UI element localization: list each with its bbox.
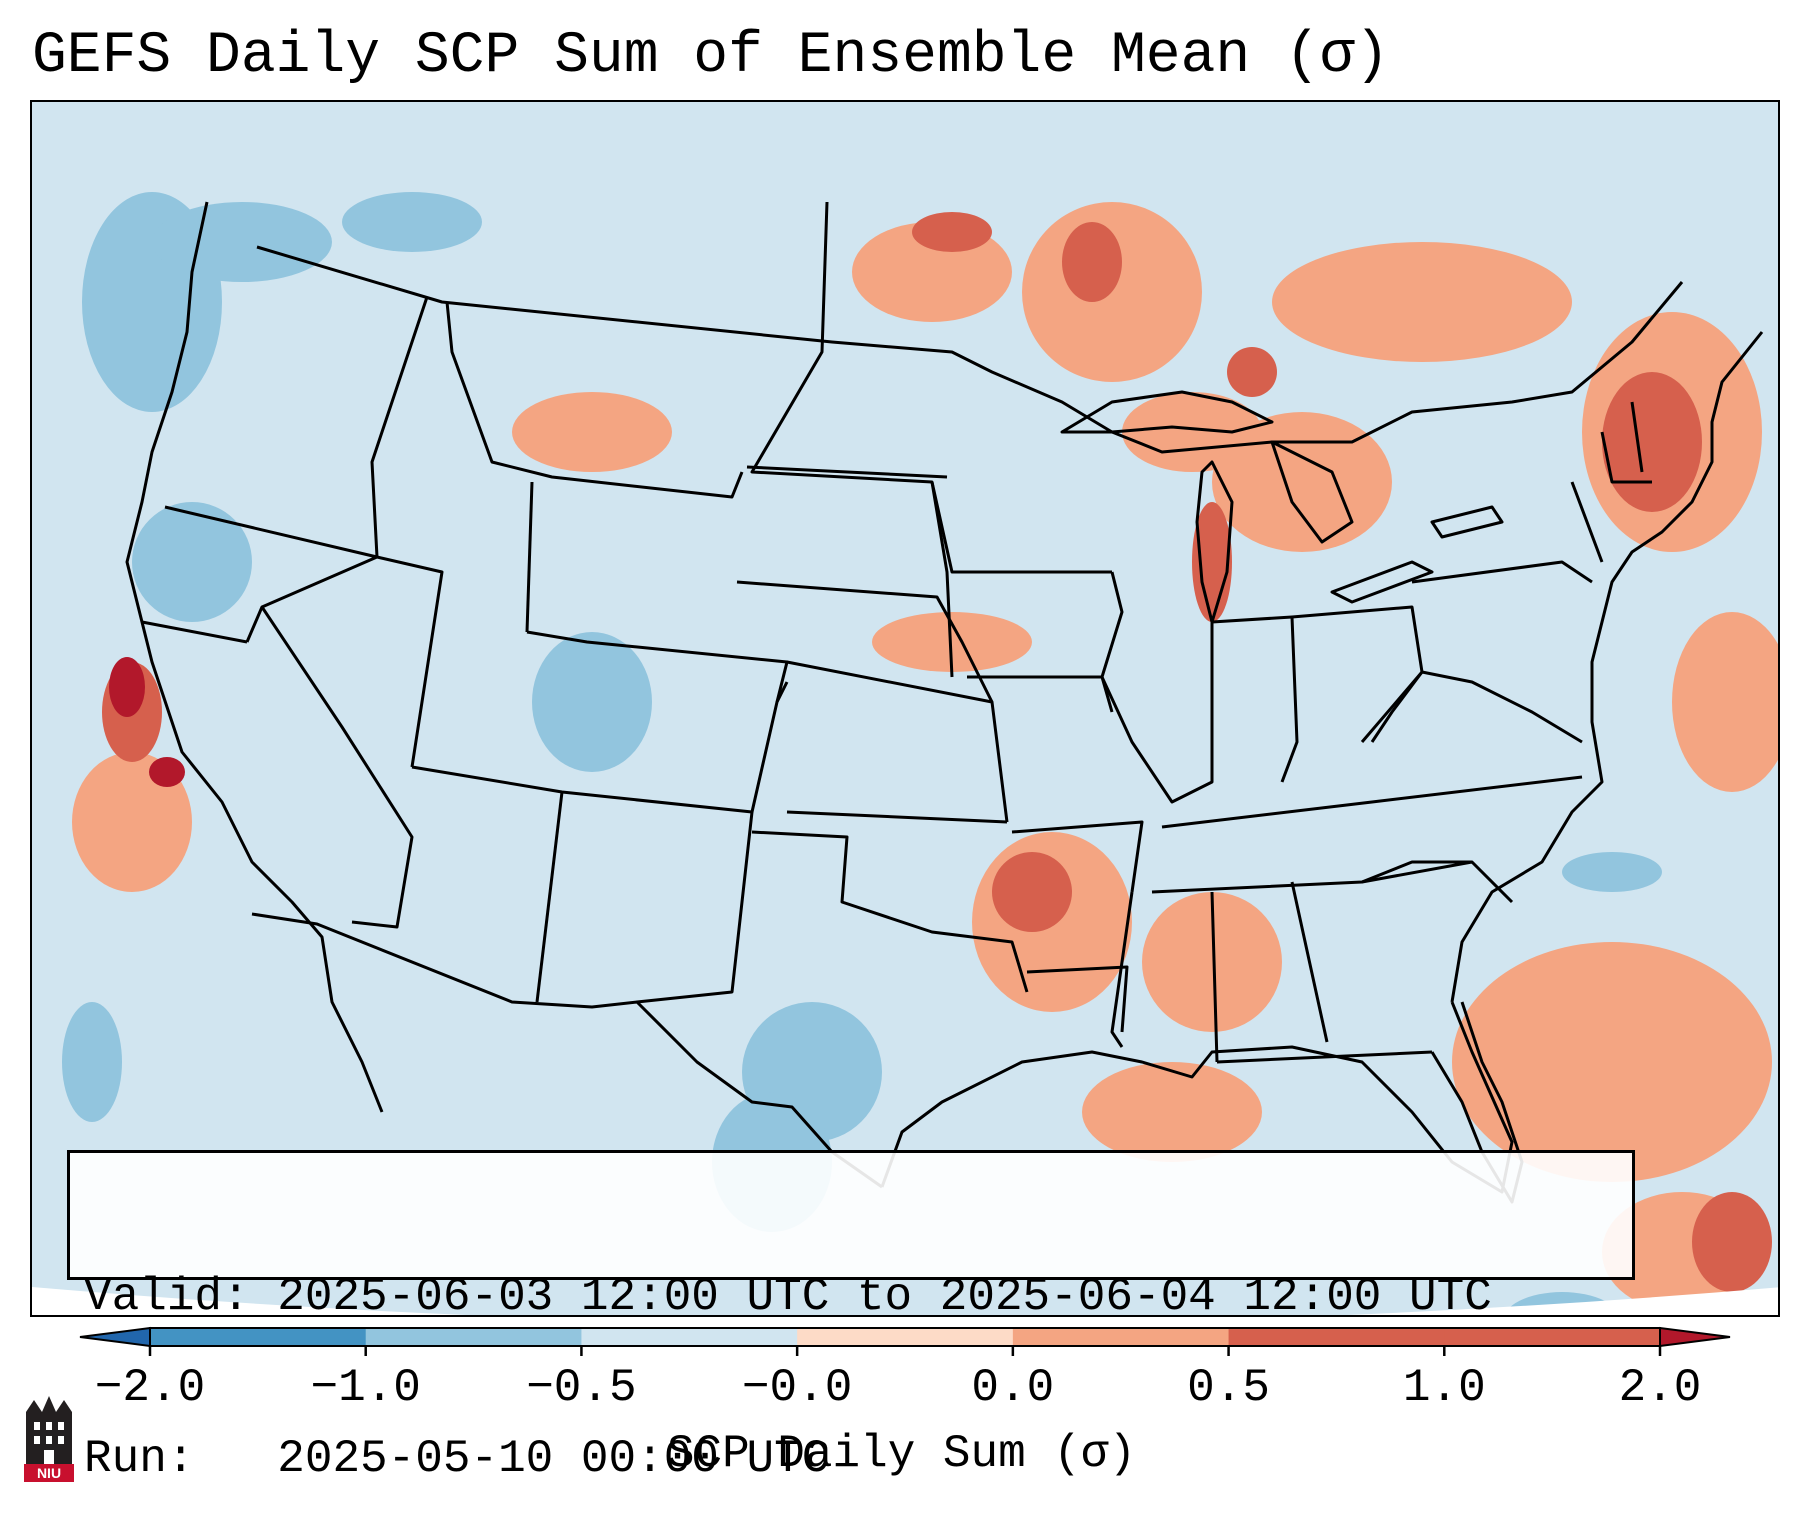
canada-border xyxy=(256,245,1684,454)
state-line-in-oh xyxy=(1211,615,1299,783)
colorbar-tick-label: −1.0 xyxy=(310,1362,421,1414)
colorbar-segment xyxy=(797,1328,1014,1346)
colorbar-tick-label: 0.0 xyxy=(971,1362,1055,1414)
state-line-ny-ne xyxy=(1570,401,1652,563)
state-line-mt-wy xyxy=(445,301,744,499)
anomaly-blob xyxy=(109,657,145,717)
state-line-ar-la xyxy=(1026,965,1129,1033)
colorbar-outline xyxy=(149,1327,1661,1347)
state-boundaries xyxy=(125,201,1764,1204)
anomaly-blob xyxy=(1272,242,1572,362)
state-line-mississippi xyxy=(1110,891,1134,1048)
east-coast xyxy=(1450,331,1764,1003)
colorbar-tick-label: −0.5 xyxy=(526,1362,637,1414)
state-line-or-ca xyxy=(141,620,248,644)
valid-time-text: Valid: 2025-06-03 12:00 UTC to 2025-06-0… xyxy=(84,1271,1492,1323)
university-tower-icon: NIU xyxy=(24,1396,74,1482)
state-line-wa-or xyxy=(164,505,378,559)
map-canvas xyxy=(32,192,1778,1315)
logo-badge xyxy=(24,1464,74,1482)
colorbar-segment xyxy=(1444,1328,1661,1346)
colorbar-ticks xyxy=(148,1346,1662,1356)
state-line-al-ga xyxy=(1210,881,1329,1063)
colorbar-segment xyxy=(150,1328,367,1346)
colorbar-segment xyxy=(1228,1328,1445,1346)
logo-text: NIU xyxy=(37,1465,61,1481)
state-line-ca-nv xyxy=(261,555,444,768)
anomaly-blob xyxy=(1672,612,1778,792)
state-line-ok-tx xyxy=(751,830,1029,993)
anomaly-blob xyxy=(342,192,482,252)
anomaly-blob xyxy=(1602,372,1702,512)
colorbar-label: SCP Daily Sum (σ) xyxy=(666,1428,1137,1480)
anomaly-blob xyxy=(992,852,1072,932)
state-line-nd-sd xyxy=(746,465,948,479)
colorbar-tick-label: 0.5 xyxy=(1187,1362,1270,1414)
anomaly-blob xyxy=(1452,942,1772,1182)
lake-erie xyxy=(1330,560,1434,604)
anomaly-blob xyxy=(1022,202,1202,382)
anomaly-blob xyxy=(1562,852,1662,892)
anomaly-blob xyxy=(1062,222,1122,302)
colorbar-segments xyxy=(79,1326,1731,1348)
state-line-ut-co xyxy=(526,630,789,703)
anomaly-blob xyxy=(512,392,672,472)
lake-huron xyxy=(1270,440,1354,544)
state-line-mo-ar xyxy=(1011,820,1144,893)
state-line-ky-tn xyxy=(1161,775,1583,829)
mexico-border xyxy=(251,912,883,1189)
lake-superior xyxy=(1060,390,1274,434)
lake-michigan xyxy=(1195,460,1234,624)
chart-title: GEFS Daily SCP Sum of Ensemble Mean (σ) xyxy=(32,24,1390,89)
state-line-oh-pa xyxy=(1291,605,1424,743)
colorbar-segment xyxy=(365,1328,582,1346)
validity-info-box: Valid: 2025-06-03 12:00 UTC to 2025-06-0… xyxy=(67,1150,1635,1485)
anomaly-blob xyxy=(132,502,252,622)
state-line-va-wv xyxy=(1360,670,1583,744)
state-line-nc-sc xyxy=(1361,860,1514,904)
run-time-text: Run: 2025-05-10 00:00 UTC xyxy=(84,1433,830,1485)
colorbar-tick-label: −0.0 xyxy=(741,1362,853,1414)
anomaly-blob xyxy=(532,632,652,772)
anomaly-blob xyxy=(1082,1062,1262,1162)
lake-ontario xyxy=(1430,505,1504,539)
anomaly-blob xyxy=(149,757,185,787)
scp-field-layer xyxy=(62,192,1778,1315)
anomaly-blob xyxy=(1212,412,1392,552)
state-line-ks-ok xyxy=(786,810,1008,824)
colorbar-segment xyxy=(581,1328,798,1346)
state-line-nv-ut xyxy=(245,605,414,929)
anomaly-blob xyxy=(912,212,992,252)
state-line-id xyxy=(370,296,429,558)
state-line-wy-co xyxy=(525,481,534,633)
colorbar xyxy=(79,1326,1731,1356)
state-line-co-ks xyxy=(786,660,1009,823)
state-line-az-nm xyxy=(535,791,564,1003)
state-line-dakotas xyxy=(750,201,954,678)
state-line-il xyxy=(1100,571,1214,804)
colorbar-extend-low xyxy=(79,1326,151,1348)
state-line-mn-ia xyxy=(930,481,1112,574)
projection-edge xyxy=(32,1287,1778,1315)
anomaly-blob xyxy=(872,612,1032,672)
west-coast xyxy=(125,201,384,1113)
colorbar-tick-label: 2.0 xyxy=(1618,1362,1702,1414)
colorbar-segment xyxy=(1012,1328,1230,1346)
anomaly-blob xyxy=(1142,892,1282,1032)
map-panel xyxy=(30,100,1780,1317)
anomaly-blob xyxy=(72,752,192,892)
state-line-ga-fl xyxy=(1216,1050,1433,1064)
anomaly-blob xyxy=(1692,1192,1772,1292)
state-line-tn-ms-al xyxy=(1151,860,1472,894)
colorbar-tick-label: −2.0 xyxy=(94,1362,206,1414)
anomaly-blob xyxy=(62,1002,122,1122)
state-line-pa-ny xyxy=(1411,560,1593,584)
state-line-nm-tx xyxy=(636,811,754,1004)
anomaly-blob xyxy=(152,202,332,282)
anomaly-blob xyxy=(1227,347,1277,397)
colorbar-tick-label: 1.0 xyxy=(1402,1362,1486,1414)
colorbar-extend-high xyxy=(1659,1326,1731,1348)
